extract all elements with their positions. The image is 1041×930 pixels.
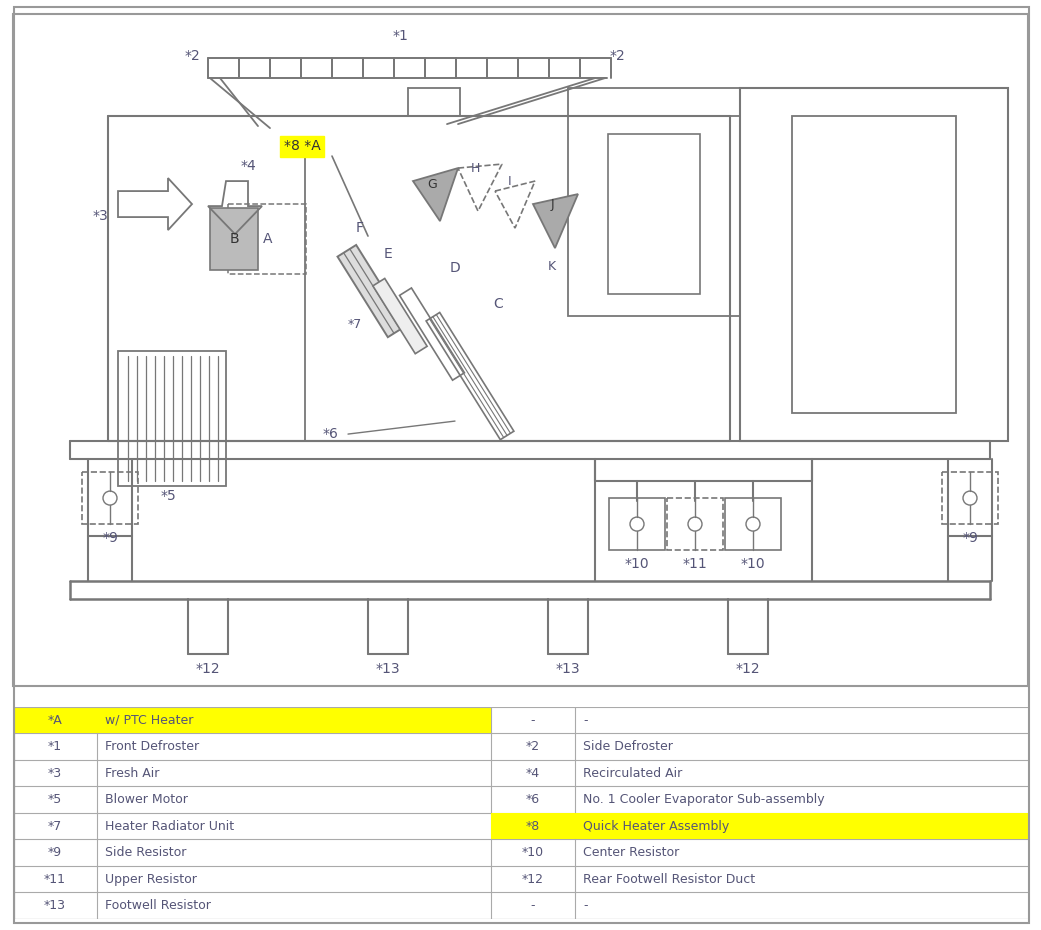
Polygon shape (373, 278, 427, 353)
Text: Fresh Air: Fresh Air (105, 766, 159, 779)
Text: *13: *13 (556, 662, 580, 676)
Text: *9: *9 (102, 531, 118, 545)
Text: Recirculated Air: Recirculated Air (583, 766, 682, 779)
Text: *12: *12 (736, 662, 760, 676)
Text: -: - (583, 713, 587, 726)
Bar (228, 204, 306, 274)
Text: F: F (356, 221, 364, 235)
Bar (490, 813, 575, 839)
Text: *A: *A (48, 713, 62, 726)
Text: *5: *5 (48, 793, 62, 806)
Text: *8: *8 (526, 819, 540, 832)
Text: *6: *6 (322, 427, 338, 441)
Text: H: H (471, 162, 480, 175)
Text: *6: *6 (526, 793, 539, 806)
Bar (609, 498, 665, 550)
Polygon shape (337, 245, 406, 338)
Polygon shape (533, 194, 578, 248)
Bar (942, 472, 998, 525)
Bar (14, 707, 97, 733)
Text: I: I (508, 175, 512, 188)
Text: D: D (450, 261, 460, 275)
Text: w/ PTC Heater: w/ PTC Heater (105, 713, 194, 726)
Text: No. 1 Cooler Evaporator Sub-assembly: No. 1 Cooler Evaporator Sub-assembly (583, 793, 824, 806)
Text: -: - (531, 713, 535, 726)
Text: *3: *3 (48, 766, 62, 779)
Text: *9: *9 (962, 531, 977, 545)
Text: *10: *10 (522, 846, 543, 859)
Text: *13: *13 (44, 899, 67, 912)
Text: A: A (263, 232, 273, 246)
Polygon shape (413, 168, 458, 221)
Text: K: K (548, 259, 556, 272)
Text: Rear Footwell Resistor Duct: Rear Footwell Resistor Duct (583, 872, 755, 885)
Text: *2: *2 (609, 49, 625, 63)
Text: C: C (493, 297, 503, 311)
Text: -: - (531, 899, 535, 912)
Text: *12: *12 (196, 662, 221, 676)
Text: *5: *5 (160, 489, 176, 503)
Text: *10: *10 (741, 557, 765, 571)
Text: *11: *11 (683, 557, 708, 571)
Bar (667, 498, 723, 550)
Text: *7: *7 (348, 317, 362, 330)
Text: *7: *7 (48, 819, 62, 832)
Text: Front Defroster: Front Defroster (105, 740, 199, 753)
Text: E: E (384, 247, 392, 261)
Text: *1: *1 (392, 29, 408, 43)
Bar (82, 472, 138, 525)
Text: B: B (229, 232, 238, 246)
Text: Center Resistor: Center Resistor (583, 846, 679, 859)
Text: *4: *4 (240, 159, 256, 173)
Text: *3: *3 (92, 209, 108, 223)
Text: Side Resistor: Side Resistor (105, 846, 186, 859)
Text: *2: *2 (526, 740, 539, 753)
Text: Footwell Resistor: Footwell Resistor (105, 899, 210, 912)
Bar (608, 134, 700, 294)
Bar (210, 208, 258, 270)
Text: *10: *10 (625, 557, 650, 571)
Bar (568, 116, 740, 316)
Bar (575, 813, 1029, 839)
Text: *12: *12 (522, 872, 543, 885)
Bar (792, 116, 956, 413)
Text: *2: *2 (184, 49, 200, 63)
Text: Quick Heater Assembly: Quick Heater Assembly (583, 819, 729, 832)
Text: Side Defroster: Side Defroster (583, 740, 672, 753)
Text: *8 *A: *8 *A (283, 140, 321, 153)
Text: Upper Resistor: Upper Resistor (105, 872, 197, 885)
Bar (97, 707, 490, 733)
Bar (725, 498, 781, 550)
Text: G: G (427, 178, 437, 191)
Text: *1: *1 (48, 740, 62, 753)
Text: J: J (551, 197, 554, 210)
Bar (118, 352, 226, 486)
Text: *11: *11 (44, 872, 67, 885)
Bar (740, 88, 1008, 441)
Text: *13: *13 (376, 662, 401, 676)
Text: -: - (583, 899, 587, 912)
Text: *9: *9 (48, 846, 62, 859)
Text: Blower Motor: Blower Motor (105, 793, 187, 806)
Text: *4: *4 (526, 766, 539, 779)
Text: Heater Radiator Unit: Heater Radiator Unit (105, 819, 234, 832)
